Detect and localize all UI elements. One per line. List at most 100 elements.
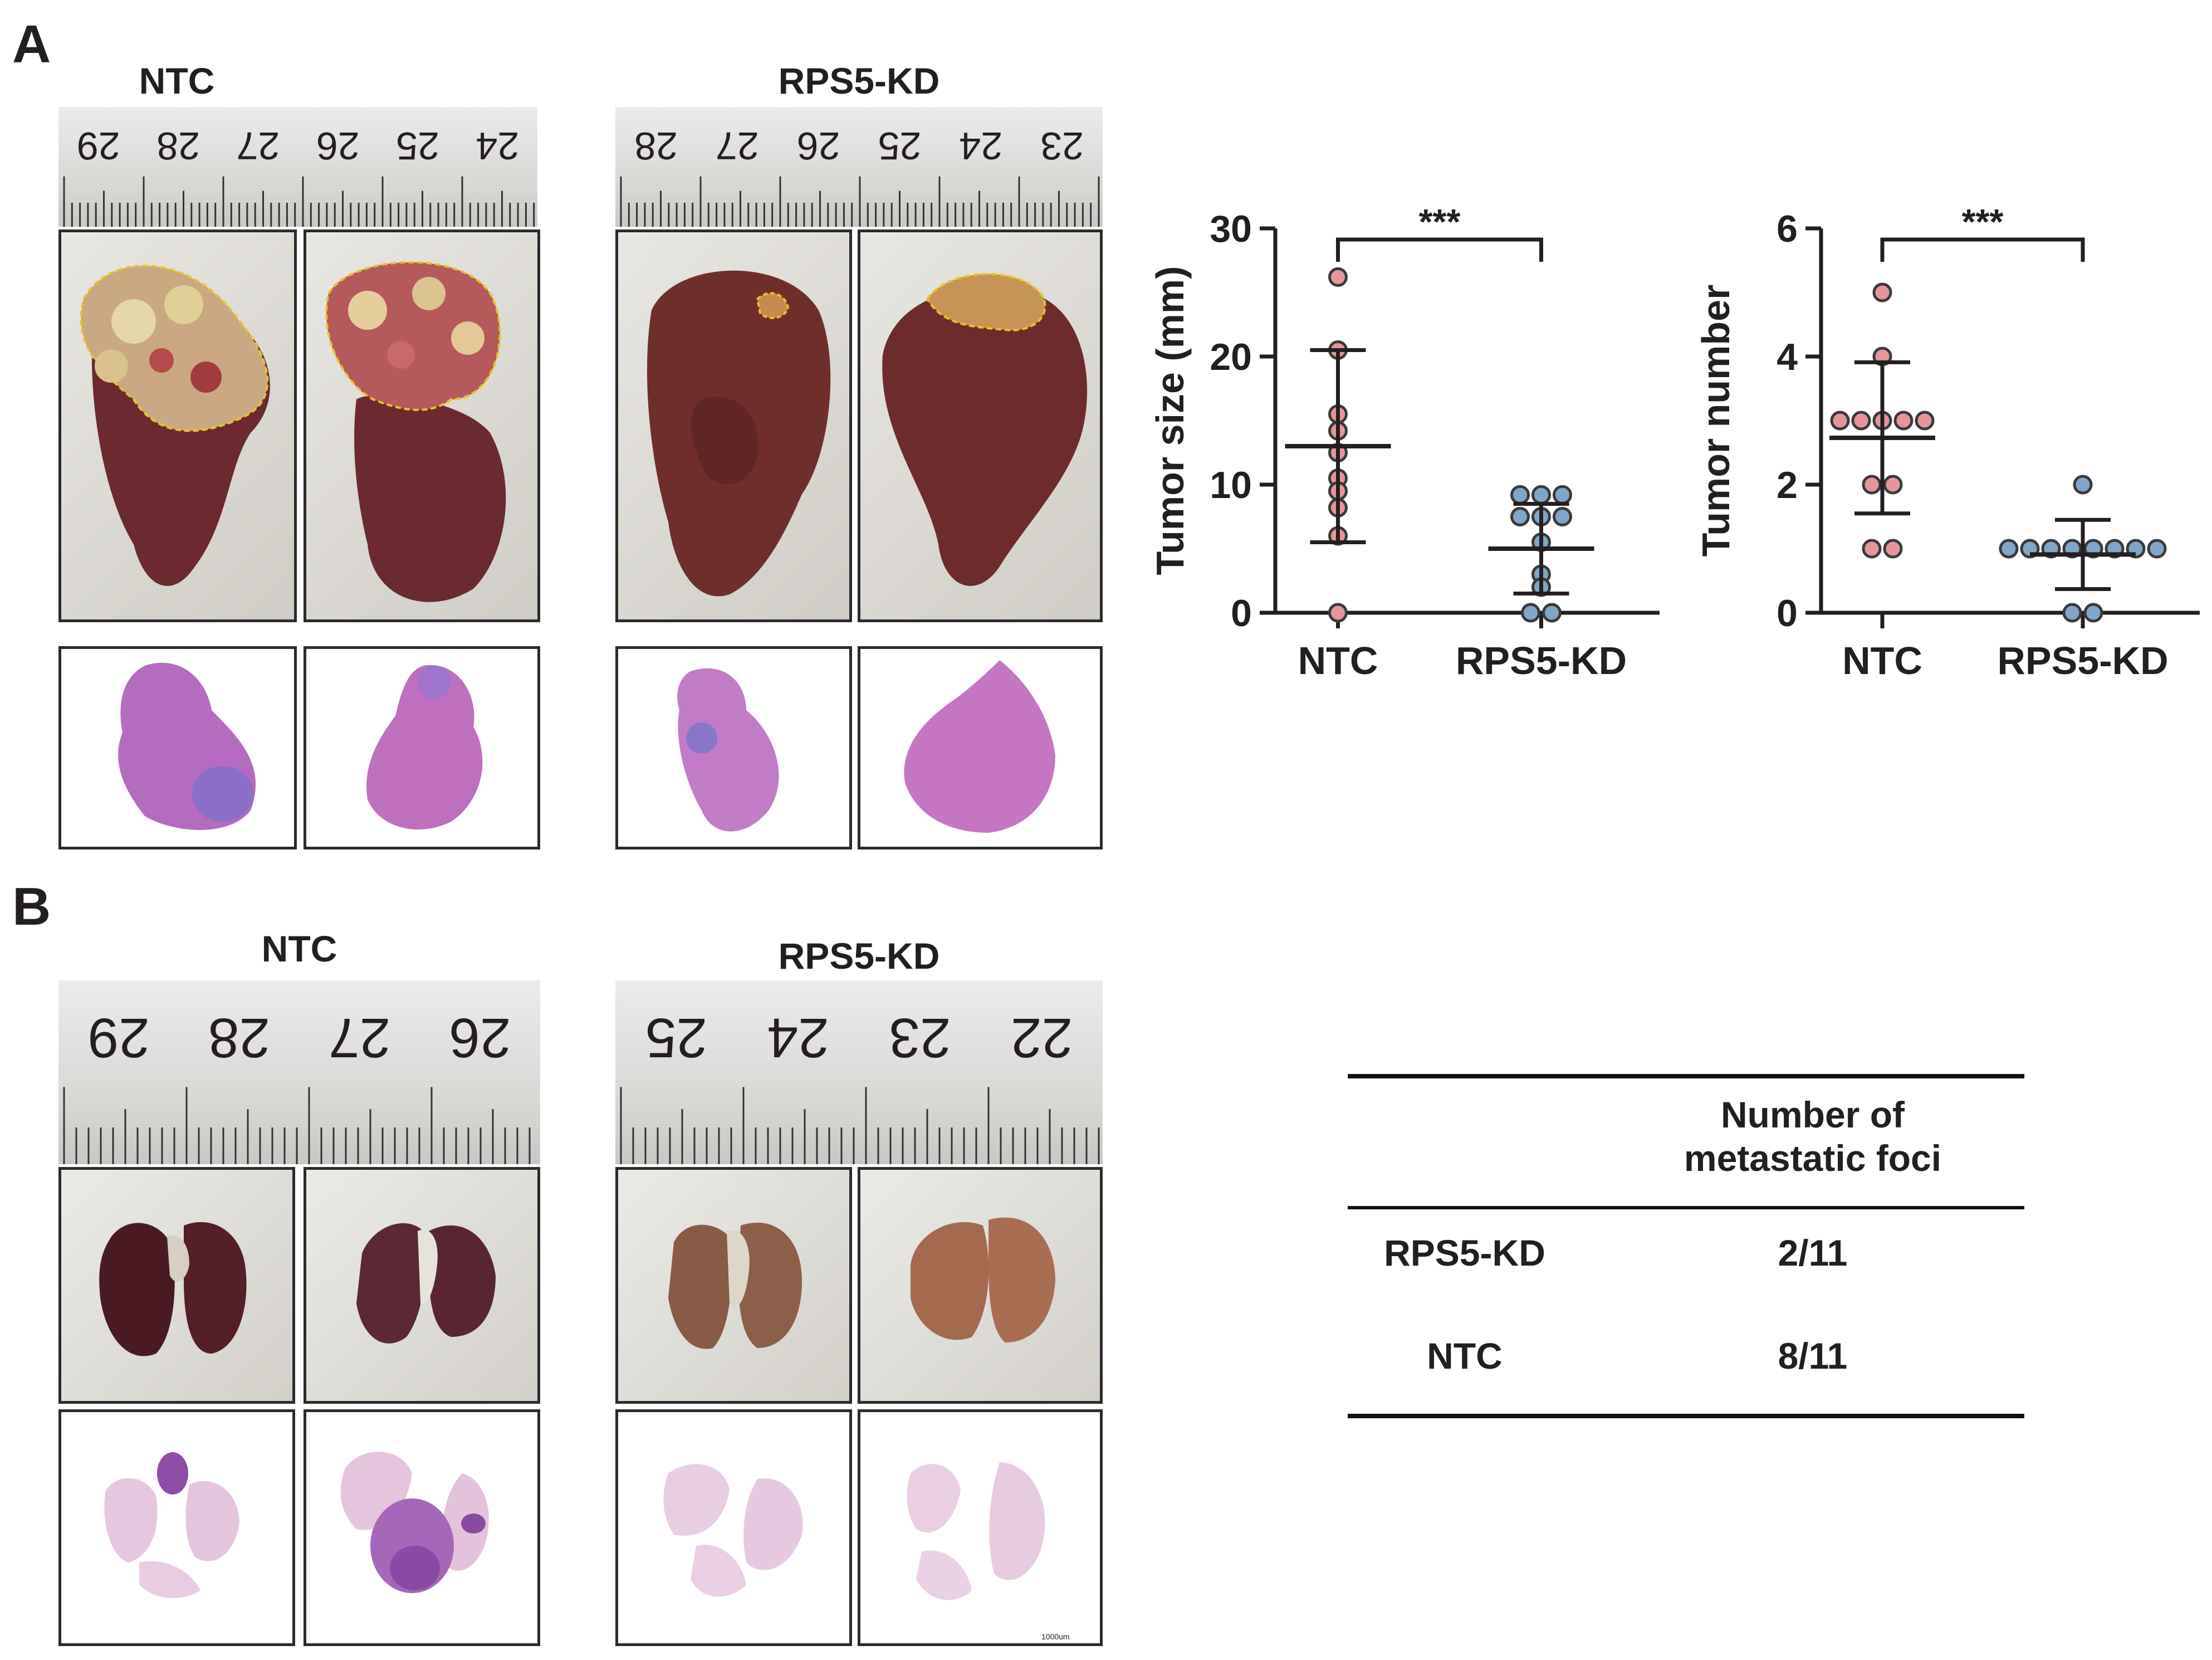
- table-row-group: RPS5-KD: [1384, 1232, 1545, 1273]
- data-point: [1883, 475, 1903, 495]
- ruler-number: 23: [1040, 124, 1084, 168]
- y-tick-label: 20: [1210, 336, 1252, 378]
- table-top-rule: [1348, 1074, 2024, 1078]
- ruler-number: 25: [878, 124, 922, 168]
- lung-photo-ntc-1: [58, 1167, 295, 1404]
- significance-label: ***: [1962, 202, 2004, 242]
- data-point: [1862, 539, 1882, 559]
- he-liver-rps5-2: [858, 646, 1103, 849]
- ruler-b-rps5: 22 23 24 25: [615, 980, 1103, 1164]
- liver-photo-ntc-2: [304, 230, 540, 622]
- y-axis-label: Tumor number: [1694, 285, 1738, 557]
- data-point: [2147, 539, 2167, 559]
- data-point: [2073, 475, 2093, 495]
- table-mid-rule: [1348, 1206, 2024, 1209]
- ruler-number: 26: [449, 1007, 511, 1069]
- significance-bracket: [1336, 237, 1543, 262]
- data-point: [2083, 603, 2103, 623]
- ruler-number: 28: [634, 124, 678, 168]
- ruler-ticks: [63, 1087, 531, 1164]
- data-point: [1553, 507, 1572, 526]
- panel-a-rps5-title: RPS5-KD: [778, 60, 940, 101]
- x-tick-label: RPS5-KD: [1997, 639, 2168, 682]
- table-header-line1: Number of: [1721, 1094, 1905, 1135]
- panel-b-ntc-title: NTC: [261, 928, 337, 969]
- ruler-ticks: [620, 176, 1100, 227]
- he-liver-rps5-1: [615, 646, 852, 849]
- scale-bar-label: 1000um: [1041, 1632, 1070, 1641]
- data-point: [1553, 485, 1572, 505]
- x-tick-label: RPS5-KD: [1456, 639, 1627, 682]
- tumor-size-chart: 0 10 20 30 NTC RPS5-KD Tumor size (mm) ***: [1142, 201, 1671, 691]
- ruler-ticks: [620, 1087, 1100, 1164]
- x-tick-label: NTC: [1298, 639, 1378, 682]
- metastatic-foci-table: Number of metastatic foci RPS5-KD 2/11 N…: [1348, 1064, 2024, 1426]
- y-tick-label: 2: [1777, 464, 1798, 506]
- y-tick-label: 6: [1777, 208, 1798, 250]
- ruler-number: 27: [329, 1007, 391, 1069]
- ruler-number: 24: [476, 124, 520, 168]
- table-row-group: NTC: [1427, 1335, 1503, 1376]
- ruler-number: 27: [715, 124, 759, 168]
- ruler-number: 29: [87, 1007, 150, 1069]
- data-point: [1883, 539, 1903, 559]
- he-liver-ntc-2: [304, 646, 540, 849]
- y-axis-label: Tumor size (mm): [1148, 266, 1192, 575]
- ruler-number: 26: [316, 124, 360, 168]
- ruler-number: 22: [1011, 1007, 1073, 1069]
- tumor-size-plot: 0 10 20 30 NTC RPS5-KD Tumor size (mm) ***: [1148, 202, 1660, 682]
- data-point: [1510, 485, 1530, 505]
- ruler-number: 25: [396, 124, 439, 168]
- he-lung-rps5-1: [615, 1409, 852, 1646]
- significance-bracket: [1880, 237, 2085, 262]
- panel-b-label: B: [12, 877, 51, 936]
- table-header-line2: metastatic foci: [1684, 1137, 1942, 1179]
- lung-photo-ntc-2: [304, 1167, 540, 1404]
- table-row-value: 8/11: [1778, 1335, 1848, 1376]
- tumor-number-chart: 0 2 4 6 NTC RPS5-KD Tumor number ***: [1687, 201, 2211, 691]
- table-bottom-rule: [1348, 1414, 2024, 1418]
- ruler-number: 29: [76, 124, 120, 168]
- data-point: [1862, 475, 1882, 495]
- liver-photo-rps5-2: [858, 230, 1103, 622]
- ruler-a-ntc: 24 25 26 27 28 29: [58, 107, 537, 227]
- ruler-number: 25: [645, 1007, 707, 1069]
- table-row-value: 2/11: [1778, 1232, 1848, 1273]
- data-point: [1328, 267, 1348, 287]
- ruler-number: 26: [796, 124, 840, 168]
- data-point: [1830, 411, 1850, 431]
- x-tick-label: NTC: [1842, 639, 1922, 682]
- data-point: [1531, 485, 1551, 505]
- liver-photo-rps5-1: [615, 230, 852, 622]
- y-tick-label: 30: [1210, 208, 1252, 250]
- ruler-b-ntc: 26 27 28 29: [58, 980, 540, 1164]
- significance-label: ***: [1419, 202, 1461, 242]
- he-liver-ntc-1: [58, 646, 297, 849]
- y-tick-label: 0: [1777, 592, 1798, 634]
- ruler-number: 24: [767, 1007, 829, 1069]
- data-point: [1542, 603, 1562, 623]
- panel-a-ntc-title: NTC: [139, 60, 215, 101]
- he-lung-rps5-2: [858, 1409, 1103, 1646]
- panel-a-label: A: [12, 14, 51, 74]
- y-tick-label: 4: [1777, 336, 1798, 378]
- data-point: [1510, 507, 1530, 526]
- data-point: [1521, 603, 1540, 623]
- liver-photo-ntc-1: [58, 230, 297, 622]
- y-tick-label: 10: [1210, 464, 1252, 506]
- tumor-number-plot: 0 2 4 6 NTC RPS5-KD Tumor number ***: [1694, 202, 2200, 682]
- lung-photo-rps5-1: [615, 1167, 852, 1404]
- panel-b-rps5-title: RPS5-KD: [778, 935, 940, 977]
- ruler-a-rps5: 23 24 25 26 27 28: [615, 107, 1103, 227]
- y-tick-label: 0: [1231, 592, 1252, 634]
- ruler-number: 24: [959, 124, 1003, 168]
- data-point: [1915, 411, 1935, 431]
- data-point: [2062, 603, 2082, 623]
- ruler-number: 28: [208, 1007, 270, 1069]
- ruler-ticks: [63, 176, 535, 227]
- ruler-number: 28: [156, 124, 200, 168]
- data-point: [1328, 603, 1348, 623]
- ruler-number: 23: [889, 1007, 951, 1069]
- he-lung-ntc-1: [58, 1409, 295, 1646]
- lung-photo-rps5-2: [858, 1167, 1103, 1404]
